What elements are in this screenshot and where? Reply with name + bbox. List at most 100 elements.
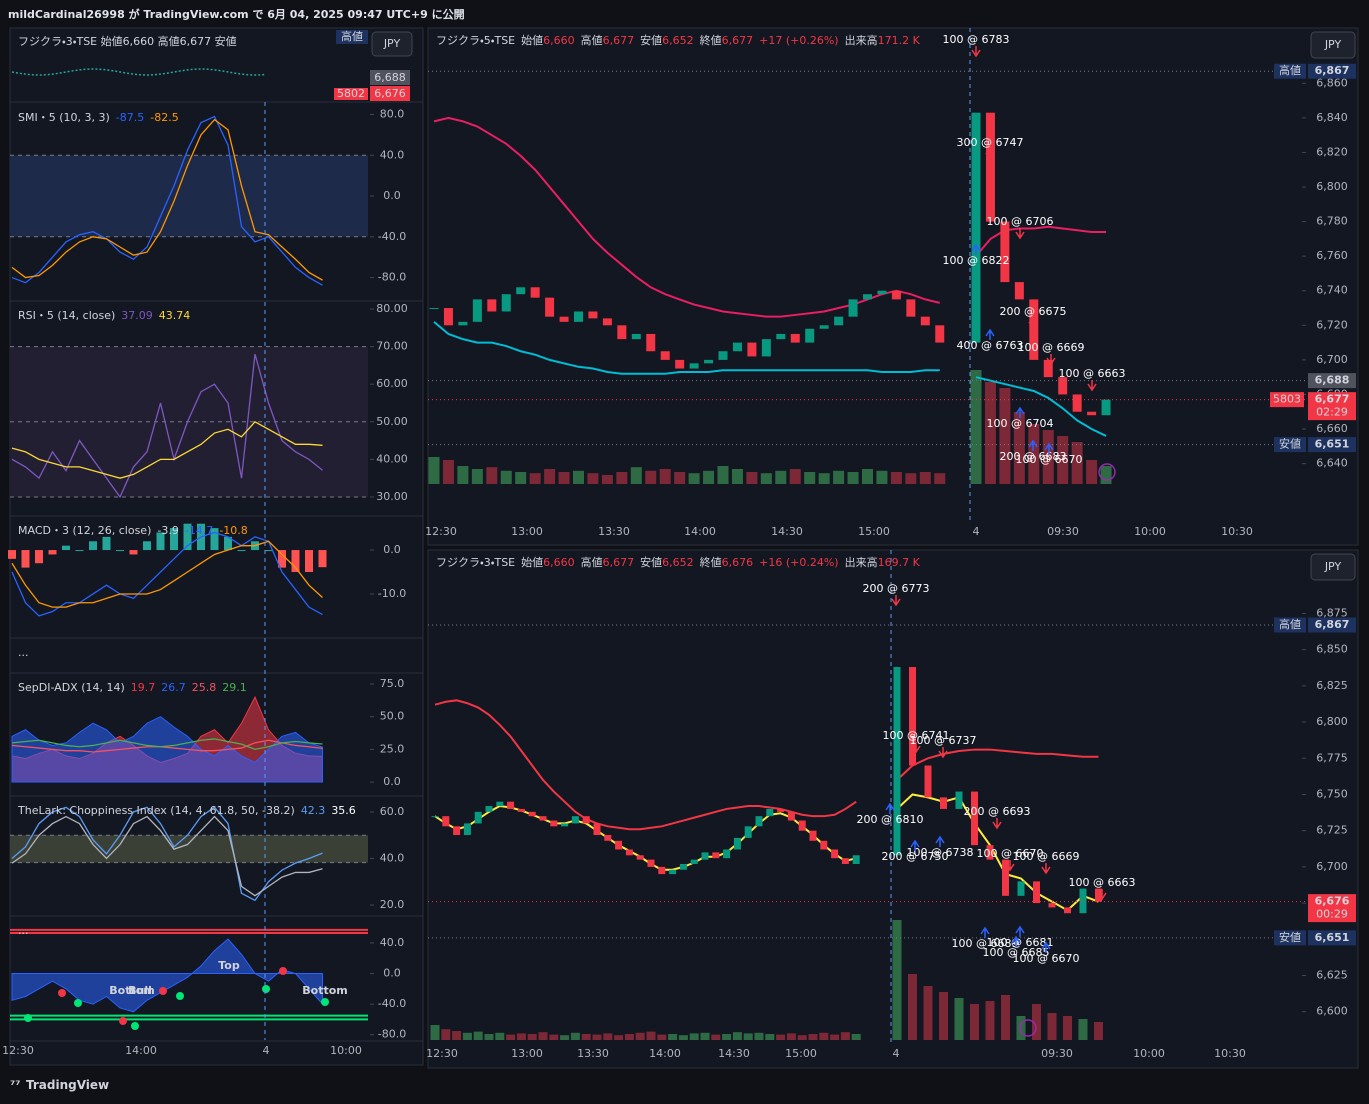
y-tick-label: 0.0 xyxy=(383,543,401,556)
indicator-band xyxy=(10,155,368,237)
volume-bar xyxy=(840,1032,850,1040)
volume-bar xyxy=(703,470,715,484)
y-tick-label: 6,825 xyxy=(1316,679,1348,692)
trade-arrow xyxy=(992,818,1002,830)
indicator-line xyxy=(11,739,323,753)
indicator-title: ... xyxy=(18,924,29,937)
price-tag-caption: 高値 xyxy=(1279,617,1301,631)
volume-bar xyxy=(603,1033,613,1040)
candle xyxy=(798,820,806,831)
candle xyxy=(971,791,978,846)
candle xyxy=(1033,881,1040,904)
candle xyxy=(809,830,817,841)
candle xyxy=(431,816,439,818)
volume-bar xyxy=(833,470,845,484)
volume-bar xyxy=(731,469,743,484)
trade-arrow xyxy=(891,595,901,607)
indicator-readout: 43.74 xyxy=(159,309,191,322)
candle xyxy=(971,112,981,343)
y-tick-label: 25.0 xyxy=(380,742,405,755)
candle xyxy=(906,299,916,317)
currency-button[interactable] xyxy=(371,31,413,57)
trade-arrow xyxy=(1044,442,1054,454)
y-tick-label: 6,780 xyxy=(1316,215,1348,228)
mini-volume-tag xyxy=(334,88,368,100)
trade-arrow xyxy=(885,802,895,814)
indicator-legend: TheLark: Choppiness Index (14, 4, 61.8, … xyxy=(17,804,356,817)
trade-arrow xyxy=(1046,354,1056,366)
legend-field-value: 6,677 xyxy=(722,34,754,47)
y-tick-label: 70.00 xyxy=(376,340,408,353)
trade-label: 100 @ 6689 xyxy=(952,937,1019,950)
volume-bar xyxy=(984,382,996,484)
histogram-bar xyxy=(264,550,273,552)
volume-bar xyxy=(1047,1013,1057,1040)
signal-dot xyxy=(74,999,82,1007)
price-tag xyxy=(1308,392,1356,421)
indicator-line xyxy=(11,738,323,751)
histogram-bar xyxy=(35,550,43,564)
trade-label: 100 @ 6738 xyxy=(907,846,974,859)
signal-dot xyxy=(58,989,66,997)
trade-arrow xyxy=(1015,228,1025,240)
trade-label: 100 @ 6737 xyxy=(910,734,977,747)
volume-tag xyxy=(1270,392,1304,408)
candle xyxy=(834,316,844,326)
histogram-bar xyxy=(305,550,313,573)
legend-field-value: 6,652 xyxy=(662,34,694,47)
price-tag xyxy=(1308,63,1356,79)
histogram-bar xyxy=(156,532,165,551)
trade-label: 100 @ 6670 xyxy=(1013,952,1080,965)
price-tag-text: 6,651 xyxy=(1315,931,1350,944)
candle xyxy=(472,299,482,322)
volume-bar xyxy=(1013,412,1025,484)
candle xyxy=(615,840,623,850)
candle xyxy=(723,849,731,859)
logo-text: TradingView xyxy=(26,1078,110,1092)
trade-arrow xyxy=(1028,318,1038,330)
signal-dot xyxy=(159,987,167,995)
trade-arrow xyxy=(1028,439,1038,451)
currency-button[interactable] xyxy=(1310,31,1356,59)
trade-label: 200 @ 6675 xyxy=(1000,305,1067,318)
volume-bar xyxy=(558,472,570,484)
price-tag-caption-box xyxy=(1274,63,1306,79)
x-tick-label: 14:30 xyxy=(718,1047,750,1060)
candle xyxy=(718,351,728,360)
y-tick-label: 6,860 xyxy=(1316,76,1348,89)
trade-label: 100 @ 6706 xyxy=(987,215,1054,228)
y-tick-label: 40.0 xyxy=(380,148,405,161)
chart-legend: フジクラ・3・TSE 始値6,660 高値6,677 安値6,652 終値6,676 +1… xyxy=(436,555,921,569)
currency-button[interactable] xyxy=(1310,553,1356,581)
candle xyxy=(496,801,504,807)
trade-label: 100 @ 6670 xyxy=(977,847,1044,860)
high-caption: 高値 xyxy=(341,29,363,43)
indicator-line xyxy=(11,115,323,286)
indicator-readout: -3.9 xyxy=(157,524,178,537)
indicator-title: SepDI-ADX (14, 14) xyxy=(18,681,125,694)
legend-field-value: 6,660 xyxy=(543,34,575,47)
candle xyxy=(1072,394,1082,412)
trade-arrow xyxy=(985,328,995,340)
volume-bar xyxy=(1071,442,1083,484)
histogram-bar xyxy=(48,550,57,555)
signal-dot xyxy=(279,967,287,975)
candle xyxy=(701,852,709,860)
mini-volume-tag-text: 5802 xyxy=(337,87,365,100)
histogram-bar xyxy=(89,541,97,551)
volume-bar xyxy=(616,472,628,484)
volume-bar xyxy=(851,1034,861,1040)
y-tick-label: 6,625 xyxy=(1316,968,1348,981)
price-tag-caption-box xyxy=(1274,437,1306,453)
volume-bar xyxy=(775,470,787,484)
volume-bar xyxy=(630,467,642,484)
volume-bar xyxy=(890,472,902,484)
candle xyxy=(841,858,849,864)
indicator-area xyxy=(11,938,323,1013)
countdown-text: 00:29 xyxy=(1316,908,1348,921)
footer-logo: ⁷⁷ TradingView xyxy=(10,1078,109,1092)
candle xyxy=(1014,282,1024,300)
volume-bar xyxy=(754,1032,764,1040)
y-tick-label: 0.0 xyxy=(383,189,401,202)
candle xyxy=(1087,411,1097,416)
